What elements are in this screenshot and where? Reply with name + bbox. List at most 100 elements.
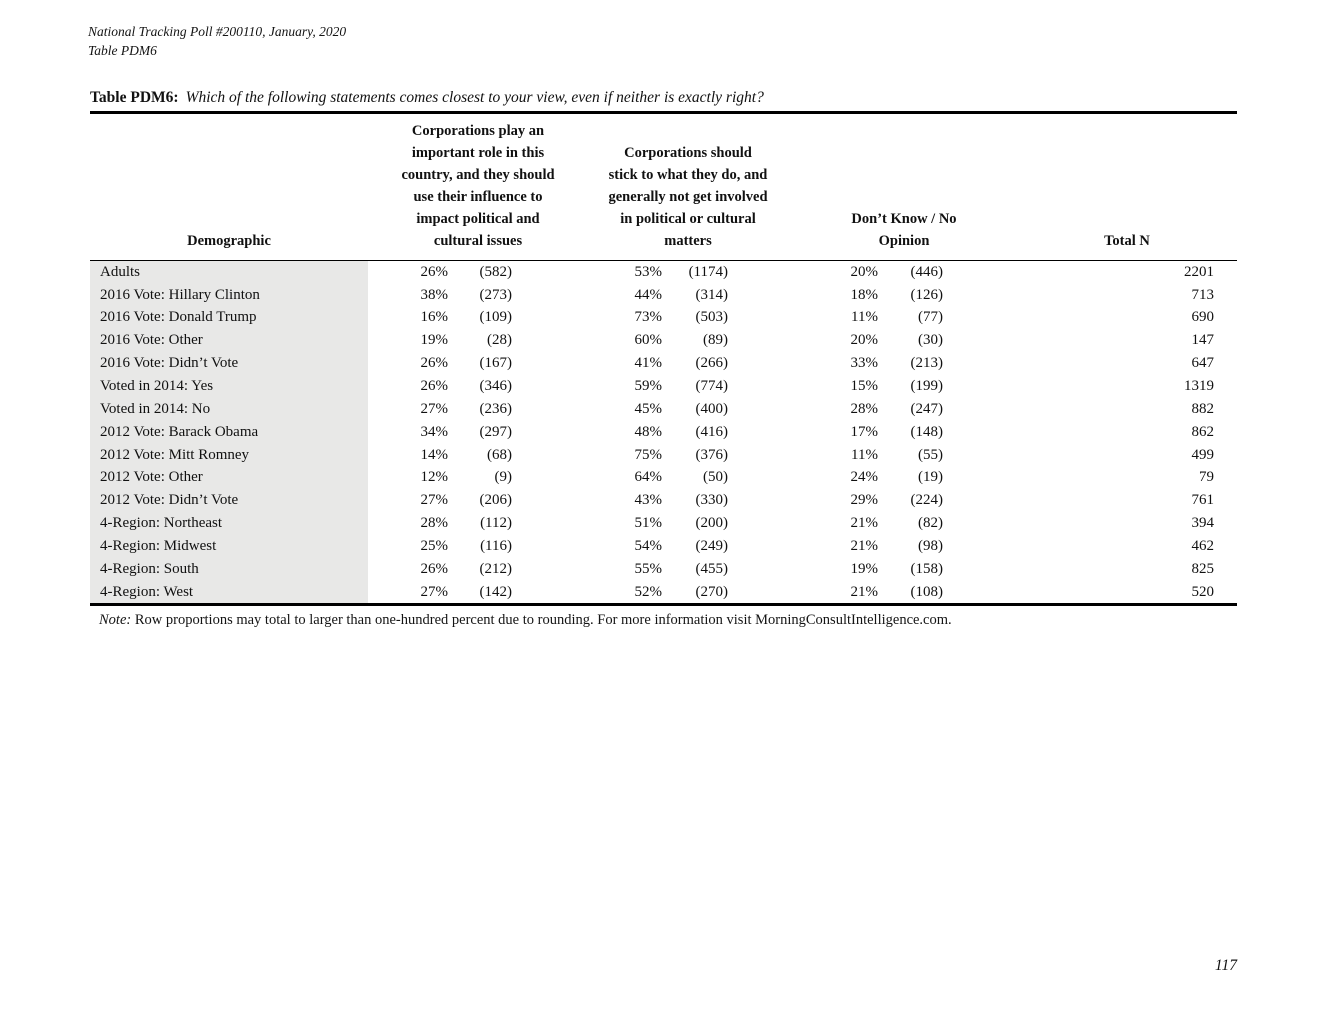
header-line: cultural issues: [433, 232, 523, 249]
n-stick: (200): [695, 515, 729, 532]
header-line: Don’t Know / No: [851, 210, 957, 227]
pct-dontknow: 33%: [850, 355, 879, 372]
pct-influence: 16%: [420, 309, 449, 326]
n-dontknow: (158): [910, 560, 944, 577]
n-dontknow: (55): [918, 446, 943, 463]
pct-dontknow: 17%: [850, 423, 879, 440]
total-n: 394: [1191, 515, 1215, 532]
col-header-corporations-influence: Corporations play an important role in t…: [378, 120, 578, 252]
n-influence: (206): [479, 492, 513, 509]
row-label: 2016 Vote: Other: [90, 329, 368, 353]
n-stick: (249): [695, 537, 729, 554]
row-label: 2016 Vote: Donald Trump: [90, 306, 368, 330]
n-influence: (28): [487, 332, 512, 349]
n-influence: (68): [487, 446, 512, 463]
n-influence: (212): [479, 560, 513, 577]
table-row-2016-trump: 2016 Vote: Donald Trump 16% (109) 73% (5…: [90, 306, 1237, 330]
table-row-adults: Adults 26% (582) 53% (1174) 20% (446) 22…: [90, 260, 1237, 284]
footnote-label: Note:: [99, 612, 132, 628]
row-label: 2012 Vote: Mitt Romney: [90, 443, 368, 467]
table-header-row: Demographic Corporations play an importa…: [90, 114, 1237, 260]
pct-dontknow: 20%: [850, 332, 879, 349]
pct-stick: 52%: [634, 583, 663, 600]
pct-dontknow: 21%: [850, 515, 879, 532]
header-rule: [90, 259, 1237, 261]
pct-influence: 25%: [420, 537, 449, 554]
n-influence: (236): [479, 400, 513, 417]
total-n: 713: [1191, 286, 1215, 303]
bottom-rule: [90, 603, 1237, 606]
row-label: 2012 Vote: Other: [90, 466, 368, 490]
total-n: 147: [1191, 332, 1215, 349]
pct-influence: 34%: [420, 423, 449, 440]
total-n: 647: [1191, 355, 1215, 372]
footnote: Note: Row proportions may total to large…: [99, 610, 1239, 630]
n-influence: (112): [480, 515, 512, 532]
total-n: 690: [1191, 309, 1215, 326]
pct-dontknow: 11%: [851, 309, 878, 326]
n-stick: (270): [695, 583, 729, 600]
table-row-2014-no: Voted in 2014: No 27% (236) 45% (400) 28…: [90, 397, 1237, 421]
header-line: Corporations play an: [411, 122, 545, 139]
header-line: matters: [664, 232, 712, 249]
page-number: 117: [1214, 957, 1237, 974]
pct-stick: 55%: [634, 560, 663, 577]
n-stick: (330): [695, 492, 729, 509]
n-dontknow: (148): [910, 423, 944, 440]
n-dontknow: (77): [918, 309, 943, 326]
pct-dontknow: 20%: [850, 263, 879, 280]
pct-stick: 51%: [634, 515, 663, 532]
pct-influence: 14%: [420, 446, 449, 463]
row-label: 2012 Vote: Barack Obama: [90, 420, 368, 444]
pct-dontknow: 21%: [850, 537, 879, 554]
col-header-dont-know-no-opinion: Don’t Know / No Opinion: [824, 208, 984, 252]
row-label: 4-Region: Midwest: [90, 534, 368, 558]
pct-stick: 64%: [634, 469, 663, 486]
total-n: 462: [1191, 537, 1215, 554]
header-line: use their influence to: [413, 188, 543, 205]
n-dontknow: (224): [910, 492, 944, 509]
pct-stick: 44%: [634, 286, 663, 303]
n-stick: (376): [695, 446, 729, 463]
header-line: important role in this: [411, 144, 545, 161]
header-line: stick to what they do, and: [608, 166, 768, 183]
n-dontknow: (199): [910, 378, 944, 395]
n-influence: (273): [479, 286, 513, 303]
n-influence: (142): [479, 583, 513, 600]
n-influence: (116): [480, 537, 512, 554]
pct-stick: 54%: [634, 537, 663, 554]
total-n: 882: [1191, 400, 1215, 417]
table-title-question: Which of the following statements comes …: [185, 89, 764, 106]
table-row-2012-romney: 2012 Vote: Mitt Romney 14% (68) 75% (376…: [90, 443, 1237, 467]
n-dontknow: (446): [910, 263, 944, 280]
n-stick: (774): [695, 378, 729, 395]
row-label: Adults: [90, 260, 368, 284]
n-influence: (167): [479, 355, 513, 372]
header-line: impact political and: [416, 210, 540, 227]
total-n: 499: [1191, 446, 1215, 463]
pct-dontknow: 18%: [850, 286, 879, 303]
pct-dontknow: 21%: [850, 583, 879, 600]
row-label: 2012 Vote: Didn’t Vote: [90, 489, 368, 513]
table-row-2016-other: 2016 Vote: Other 19% (28) 60% (89) 20% (…: [90, 329, 1237, 353]
pct-stick: 45%: [634, 400, 663, 417]
row-label: Voted in 2014: No: [90, 397, 368, 421]
pct-dontknow: 28%: [850, 400, 879, 417]
row-label: 4-Region: Northeast: [90, 512, 368, 535]
footnote-text: Row proportions may total to larger than…: [134, 612, 952, 628]
row-label: 2016 Vote: Didn’t Vote: [90, 352, 368, 376]
n-dontknow: (82): [918, 515, 943, 532]
table-row-region-south: 4-Region: South 26% (212) 55% (455) 19% …: [90, 557, 1237, 581]
n-stick: (400): [695, 400, 729, 417]
pct-stick: 41%: [634, 355, 663, 372]
total-n: 862: [1191, 423, 1215, 440]
header-line: in political or cultural: [620, 210, 756, 227]
row-label: 4-Region: South: [90, 557, 368, 581]
pct-influence: 27%: [420, 492, 449, 509]
pct-influence: 19%: [420, 332, 449, 349]
table-row-2012-didnt-vote: 2012 Vote: Didn’t Vote 27% (206) 43% (33…: [90, 489, 1237, 513]
n-stick: (50): [703, 469, 728, 486]
pct-dontknow: 24%: [850, 469, 879, 486]
header-line: Corporations should: [624, 144, 752, 161]
